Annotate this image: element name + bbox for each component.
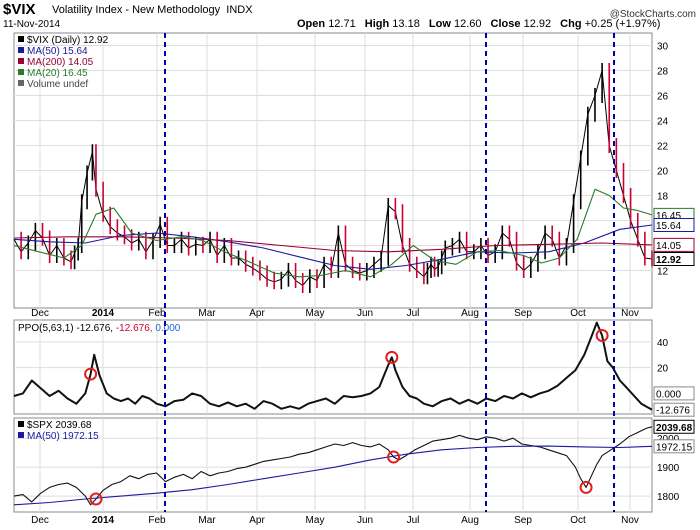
series-line-ma-20- — [13, 188, 653, 278]
instrument-name: Volatility Index - New Methodology INDX — [52, 4, 253, 16]
chart-date: 11-Nov-2014 — [3, 19, 61, 30]
end-label-text: 16.45 — [656, 211, 681, 222]
y-tick-label-vix: 20 — [657, 167, 669, 178]
legend-swatch — [18, 80, 24, 86]
end-label-text: 14.05 — [656, 241, 681, 252]
x-tick-label: Oct — [570, 515, 586, 526]
x-tick-label: Feb — [148, 308, 166, 319]
legend-text: -12.676, — [116, 323, 155, 334]
x-tick-label: Nov — [621, 515, 639, 526]
x-tick-label: 2014 — [92, 515, 115, 526]
panel-frame-ppo — [13, 319, 653, 415]
close-value: 12.92 — [523, 18, 552, 30]
legend-swatch — [18, 36, 24, 42]
legend-ppo: PPO(5,63,1) -12.676, -12.676, 0.000 — [18, 323, 181, 334]
legend-swatch — [18, 58, 24, 64]
legend-text: $VIX (Daily) 12.92 — [27, 35, 109, 46]
end-label-text: 2039.68 — [656, 423, 693, 434]
high-value: 13.18 — [392, 18, 420, 30]
series-line-ppo-5-63-1- — [13, 321, 653, 411]
ticker-symbol: $VIX — [3, 1, 36, 18]
signal-marker — [84, 367, 98, 381]
stockcharts-watermark: @StockCharts.com — [609, 9, 696, 20]
legend-text: $SPX 2039.68 — [27, 420, 92, 431]
legend-text: MA(20) 16.45 — [27, 68, 88, 79]
x-tick-label: Nov — [621, 308, 639, 319]
end-label-box — [653, 252, 695, 266]
legend-text: MA(50) 15.64 — [27, 46, 88, 57]
panel-frame-spx — [13, 417, 653, 513]
end-label-box — [653, 218, 695, 232]
quote-summary: Open 12.71 High 13.18 Low 12.60 Close 12… — [297, 18, 661, 30]
change-value: +0.25 (+1.97%) — [584, 18, 661, 30]
y-tick-label-vix: 22 — [657, 142, 669, 153]
legend-swatch — [18, 432, 24, 438]
legend-swatch — [18, 421, 24, 427]
x-tick-label: Apr — [249, 308, 265, 319]
series-line--vix-daily- — [13, 70, 653, 286]
x-tick-label: Aug — [461, 308, 479, 319]
x-tick-label: Aug — [461, 515, 479, 526]
x-tick-label: May — [306, 308, 325, 319]
x-tick-label: May — [306, 515, 325, 526]
signal-marker — [89, 492, 103, 506]
x-tick-label: Mar — [198, 515, 216, 526]
x-tick-label: 2014 — [92, 308, 115, 319]
chart-header: $VIX Volatility Index - New Methodology … — [0, 0, 700, 32]
x-tick-label: Oct — [570, 308, 586, 319]
signal-marker — [595, 328, 609, 342]
y-tick-label-vix: 18 — [657, 192, 669, 203]
x-tick-label: Jul — [407, 515, 420, 526]
end-label-text: -12.676 — [656, 406, 690, 417]
x-tick-label: Jun — [357, 515, 373, 526]
y-tick-label-vix: 30 — [657, 42, 669, 53]
series-line-ma-200- — [13, 236, 653, 253]
end-label-text: 15.64 — [656, 221, 681, 232]
end-label-box — [653, 402, 695, 417]
legend-swatch — [18, 69, 24, 75]
x-tick-label: Dec — [31, 308, 49, 319]
low-value: 12.60 — [453, 18, 482, 30]
open-value: 12.71 — [328, 18, 356, 30]
y-tick-label-spx: 1800 — [657, 492, 680, 503]
y-tick-label-vix: 28 — [657, 67, 669, 78]
end-label-box — [653, 419, 695, 434]
x-tick-label: Jul — [407, 308, 420, 319]
end-label-box — [653, 386, 695, 401]
y-tick-label-ppo: 40 — [657, 338, 669, 349]
legend-text: PPO(5,63,1) -12.676, — [18, 323, 116, 334]
signal-marker — [579, 480, 593, 494]
signal-marker — [385, 350, 399, 364]
end-label-box — [653, 237, 695, 252]
x-tick-label: Sep — [514, 308, 532, 319]
end-label-text: 12.92 — [656, 255, 681, 266]
legend-text: MA(200) 14.05 — [27, 57, 94, 68]
y-tick-label-ppo: 20 — [657, 364, 669, 375]
y-tick-label-vix: 24 — [657, 117, 669, 128]
end-label-text: 1972.15 — [656, 442, 693, 453]
end-label-box — [653, 439, 695, 454]
end-label-text: 0.000 — [656, 389, 681, 400]
x-tick-label: Apr — [249, 515, 265, 526]
legend-text: 0.000 — [155, 323, 180, 334]
legend-text: Volume undef — [27, 79, 88, 90]
x-tick-label: Mar — [198, 308, 216, 319]
series-line-ma-50- — [13, 224, 653, 270]
series-line--spx — [13, 426, 653, 506]
y-tick-label-vix: 26 — [657, 92, 669, 103]
x-tick-label: Dec — [31, 515, 49, 526]
y-tick-label-spx: 1900 — [657, 463, 680, 474]
legend-swatch — [18, 47, 24, 53]
x-tick-label: Jun — [357, 308, 373, 319]
signal-marker — [387, 450, 401, 464]
y-tick-label-vix: 12 — [657, 267, 669, 278]
x-tick-label: Feb — [148, 515, 166, 526]
legend-text: MA(50) 1972.15 — [27, 431, 99, 442]
series-line-ma-50- — [13, 445, 653, 506]
x-tick-label: Sep — [514, 515, 532, 526]
